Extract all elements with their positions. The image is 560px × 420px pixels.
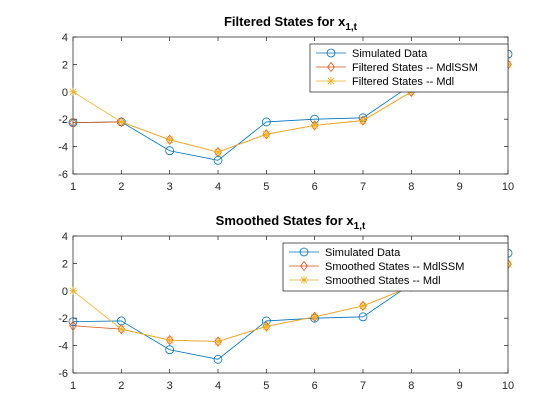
data-point bbox=[214, 148, 222, 157]
legend-entry: Filtered States -- Mdl bbox=[316, 76, 454, 88]
data-point bbox=[358, 312, 368, 322]
legend-label: Simulated Data bbox=[325, 247, 401, 259]
data-point bbox=[327, 61, 335, 73]
data-point bbox=[165, 334, 174, 346]
y-tick-label: -4 bbox=[58, 142, 68, 154]
chart-title: Filtered States for x1,t bbox=[224, 14, 358, 33]
data-point bbox=[213, 354, 223, 364]
data-point bbox=[310, 311, 319, 322]
chart-title-main: Filtered States for x bbox=[224, 14, 346, 29]
legend-entry: Smoothed States -- Mdl bbox=[289, 275, 441, 287]
data-point bbox=[310, 120, 319, 131]
data-point bbox=[214, 337, 222, 346]
x-tick-label: 5 bbox=[263, 380, 269, 392]
x-tick-label: 4 bbox=[215, 380, 221, 392]
legend: Simulated Data Smoothed States -- MdlSSM S… bbox=[282, 242, 509, 292]
chart-panel-2: 1 2 3 4 5 6 7 8 9 10 -6 -4 -2 0 2 4 Smoothed States for … bbox=[58, 213, 514, 392]
legend-label: Filtered States -- Mdl bbox=[352, 76, 454, 88]
data-point bbox=[300, 260, 308, 272]
data-point bbox=[359, 301, 367, 310]
chart-title-main: Smoothed States for x bbox=[216, 213, 355, 228]
legend-box bbox=[309, 43, 509, 93]
data-point bbox=[165, 134, 174, 145]
legend-label: Simulated Data bbox=[352, 48, 428, 60]
data-point bbox=[69, 286, 77, 295]
data-point bbox=[262, 129, 271, 140]
legend-label: Smoothed States -- Mdl bbox=[325, 275, 441, 287]
chart-title-subscript: 1,t bbox=[354, 221, 366, 232]
data-point bbox=[262, 321, 271, 332]
x-tick-label: 9 bbox=[457, 380, 463, 392]
data-point bbox=[327, 77, 335, 85]
legend-label: Smoothed States -- MdlSSM bbox=[325, 261, 464, 273]
y-tick-label: -6 bbox=[58, 368, 68, 380]
data-point bbox=[359, 116, 367, 125]
data-point bbox=[117, 117, 126, 126]
chart-panel-1: 1 2 3 4 5 6 7 8 9 10 -6 -4 -2 0 2 4 Filtered States for … bbox=[58, 14, 514, 193]
x-tick-label: 7 bbox=[360, 181, 366, 193]
y-tick-label: -6 bbox=[58, 169, 68, 181]
x-tick-label: 5 bbox=[263, 181, 269, 193]
y-tick-label: -2 bbox=[58, 313, 68, 325]
x-tick-label: 10 bbox=[502, 181, 514, 193]
y-tick-label: 4 bbox=[62, 231, 68, 243]
x-tick-label: 7 bbox=[360, 380, 366, 392]
data-point bbox=[262, 322, 271, 331]
y-tick-label: 2 bbox=[62, 258, 68, 270]
x-tick-label: 4 bbox=[215, 181, 221, 193]
x-tick-label: 2 bbox=[118, 380, 124, 392]
data-point bbox=[117, 325, 126, 334]
data-point bbox=[214, 336, 222, 347]
x-tick-label: 3 bbox=[167, 181, 173, 193]
y-tick-label: 0 bbox=[62, 286, 68, 298]
legend-entry: Smoothed States -- MdlSSM bbox=[289, 260, 464, 273]
data-point bbox=[359, 300, 367, 312]
data-point bbox=[165, 135, 174, 144]
data-point bbox=[69, 117, 77, 128]
data-point bbox=[165, 336, 174, 345]
x-tick-label: 1 bbox=[70, 380, 76, 392]
data-point bbox=[326, 48, 336, 58]
y-tick-label: -4 bbox=[58, 341, 68, 353]
y-tick-label: -2 bbox=[58, 114, 68, 126]
x-tick-label: 10 bbox=[502, 380, 514, 392]
data-point bbox=[69, 87, 77, 96]
data-point bbox=[68, 317, 78, 327]
x-tick-label: 8 bbox=[408, 380, 414, 392]
x-tick-label: 9 bbox=[457, 181, 463, 193]
x-tick-label: 1 bbox=[70, 181, 76, 193]
legend-box bbox=[282, 242, 509, 292]
data-point bbox=[300, 276, 308, 284]
data-point bbox=[262, 130, 271, 139]
y-tick-label: 2 bbox=[62, 59, 68, 71]
legend-entry: Filtered States -- MdlSSM bbox=[316, 61, 478, 74]
x-tick-label: 6 bbox=[312, 380, 318, 392]
x-tick-label: 6 bbox=[312, 181, 318, 193]
legend-entry: Simulated Data bbox=[289, 247, 401, 259]
data-point bbox=[299, 247, 309, 257]
data-point bbox=[261, 117, 271, 127]
data-point bbox=[165, 345, 175, 355]
legend-entry: Simulated Data bbox=[316, 48, 428, 60]
y-tick-label: 0 bbox=[62, 87, 68, 99]
data-point bbox=[310, 121, 319, 130]
x-tick-label: 3 bbox=[167, 380, 173, 392]
chart-title-subscript: 1,t bbox=[345, 22, 357, 33]
data-point bbox=[214, 146, 222, 158]
data-point bbox=[69, 320, 77, 331]
data-point bbox=[165, 146, 175, 156]
x-tick-label: 8 bbox=[408, 181, 414, 193]
legend-label: Filtered States -- MdlSSM bbox=[352, 62, 478, 74]
y-tick-label: 4 bbox=[62, 32, 68, 44]
data-point bbox=[310, 312, 319, 321]
legend: Simulated Data Filtered States -- MdlSSM F… bbox=[309, 43, 509, 93]
plot-area bbox=[72, 235, 509, 374]
x-tick-label: 2 bbox=[118, 181, 124, 193]
chart-title: Smoothed States for x1,t bbox=[216, 213, 366, 232]
plot-area bbox=[72, 36, 509, 175]
